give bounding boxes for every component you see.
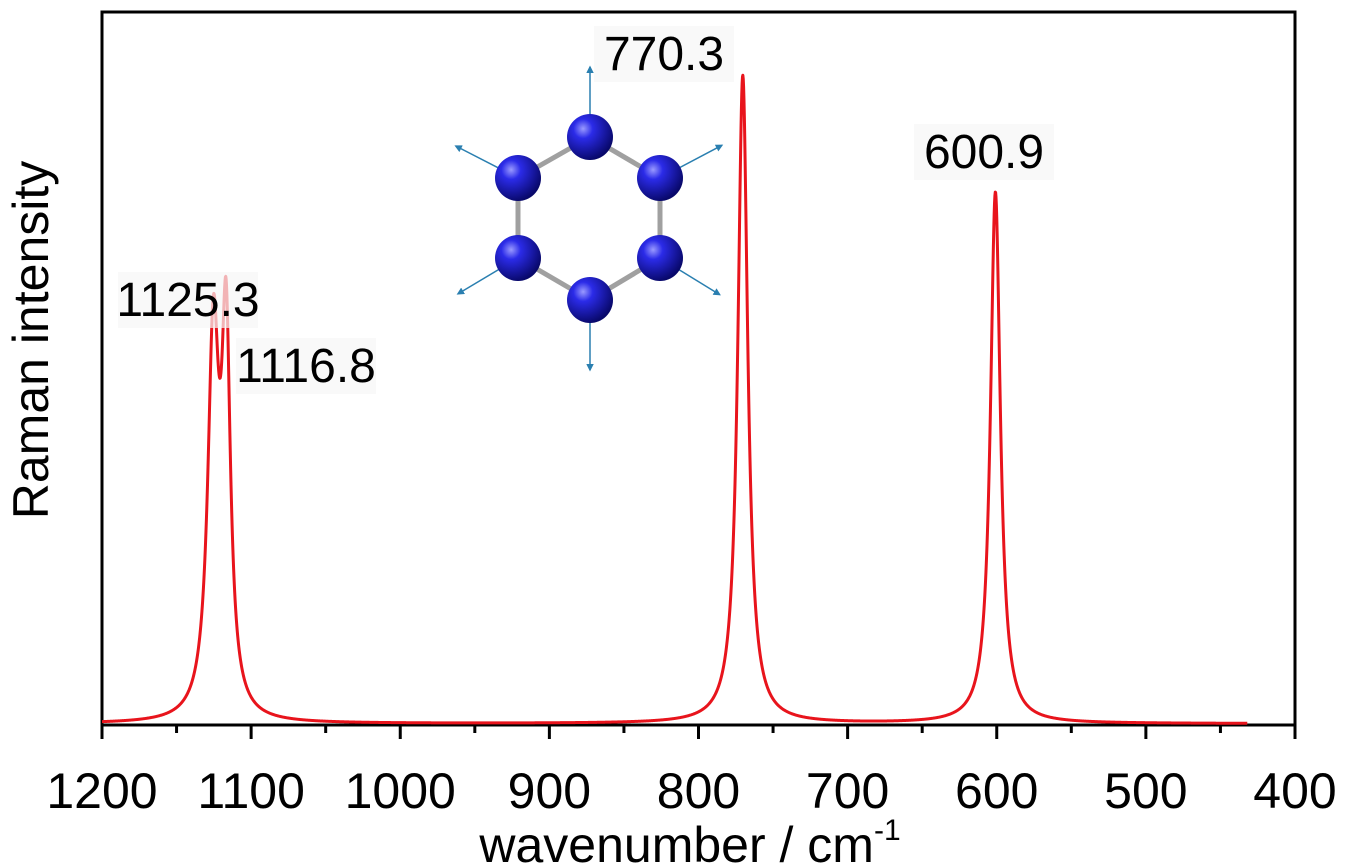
y-axis-title: Raman intensity — [3, 161, 59, 520]
peak-label-bg — [118, 272, 258, 328]
molecule-bonds — [515, 134, 663, 303]
peak-label-bg — [914, 124, 1054, 180]
peak-label: 770.3 — [604, 28, 724, 81]
atom-sphere — [637, 235, 683, 281]
x-tick-label: 1100 — [197, 763, 305, 819]
peak-label-bg — [236, 338, 376, 394]
peak-label: 600.9 — [924, 126, 1044, 179]
molecule-atoms — [495, 114, 683, 323]
x-axis-title: wavenumber / cm-1 — [478, 814, 900, 867]
atom-sphere — [567, 114, 613, 160]
peak-label-bg — [594, 26, 734, 82]
x-tick-label: 800 — [657, 763, 740, 819]
x-tick-label: 400 — [1253, 763, 1336, 819]
molecule-inset — [454, 65, 724, 372]
peak-label: 1125.3 — [116, 274, 259, 327]
spectrum-line — [100, 73, 1249, 725]
atom-sphere — [495, 235, 541, 281]
x-axis-tick-labels: 1200 1100 1000 900 800 700 600 500 400 — [46, 763, 1336, 819]
x-tick-label: 500 — [1104, 763, 1187, 819]
atom-sphere — [637, 155, 683, 201]
x-tick-label: 600 — [955, 763, 1038, 819]
x-tick-label: 900 — [508, 763, 591, 819]
x-tick-label: 1200 — [46, 763, 157, 819]
x-axis-title-superscript: -1 — [874, 814, 901, 847]
x-axis-title-text: wavenumber / cm — [478, 817, 874, 867]
peak-labels: 1125.3 1116.8 770.3 600.9 — [116, 26, 1054, 394]
molecule-displacement-arrows — [454, 65, 724, 372]
peak-label: 1116.8 — [236, 340, 376, 393]
x-tick-label: 700 — [806, 763, 889, 819]
x-axis-ticks — [100, 725, 1297, 739]
atom-sphere — [567, 277, 613, 323]
atom-sphere — [495, 155, 541, 201]
x-tick-label: 1000 — [345, 763, 456, 819]
